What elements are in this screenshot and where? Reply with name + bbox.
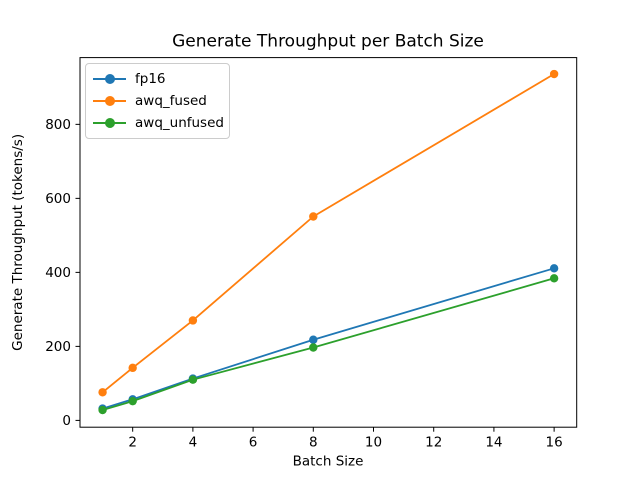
legend-item-fp16: fp16 (93, 69, 221, 89)
axes-frame (79, 57, 578, 428)
legend-item-awq-unfused: awq_unfused (93, 113, 224, 133)
data-point-fp16-x8 (309, 335, 318, 344)
chart-title: Generate Throughput per Batch Size (172, 32, 484, 52)
series-line-awq_unfused (102, 277, 555, 411)
data-point-awq_fused-x2 (128, 363, 137, 373)
data-point-awq_unfused-x1 (98, 405, 107, 415)
y-tick-label: 800 (45, 117, 71, 133)
legend-line-sample-fp16 (93, 74, 126, 84)
legend: fp16 awq_fused awq_unfused (85, 63, 230, 139)
data-point-awq_fused-x1 (98, 388, 107, 397)
data-point-awq_unfused-x8 (309, 343, 318, 352)
data-point-awq_fused-x4 (188, 316, 198, 325)
data-point-awq_unfused-x2 (128, 396, 137, 406)
x-tick-label: 4 (189, 435, 198, 451)
x-tick-label: 14 (485, 435, 502, 451)
x-tick-label: 8 (309, 435, 318, 451)
legend-marker-icon (104, 118, 115, 128)
legend-label-awq-unfused: awq_unfused (135, 115, 224, 131)
plot-area: 2 4 6 8 10 12 14 16 0 200 400 600 800 (45, 57, 578, 451)
y-tick-label: 400 (45, 265, 71, 281)
legend-marker-icon (104, 74, 115, 84)
legend-line-sample-awq-fused (93, 96, 126, 106)
data-point-awq_unfused-x4 (188, 375, 198, 384)
x-axis-label: Batch Size (293, 454, 364, 470)
y-tick-label: 600 (45, 191, 71, 207)
legend-item-awq-fused: awq_fused (93, 91, 221, 111)
data-point-fp16-x16 (549, 264, 559, 273)
x-tick-label: 10 (365, 435, 382, 451)
legend-label-fp16: fp16 (135, 71, 166, 87)
data-point-awq_unfused-x16 (549, 274, 559, 283)
x-tick-label: 16 (546, 435, 563, 451)
legend-label-awq-fused: awq_fused (135, 93, 207, 109)
x-tick-label: 12 (425, 435, 442, 451)
x-tick-label: 6 (249, 435, 258, 451)
legend-marker-icon (104, 96, 115, 106)
data-point-awq_fused-x16 (549, 69, 559, 79)
legend-line-sample-awq-unfused (93, 118, 126, 128)
y-tick-label: 200 (45, 339, 71, 355)
y-axis-label: Generate Throughput (tokens/s) (10, 134, 26, 351)
x-tick-label: 2 (128, 435, 137, 451)
data-point-awq_fused-x8 (309, 212, 318, 221)
y-tick-label: 0 (62, 413, 71, 429)
